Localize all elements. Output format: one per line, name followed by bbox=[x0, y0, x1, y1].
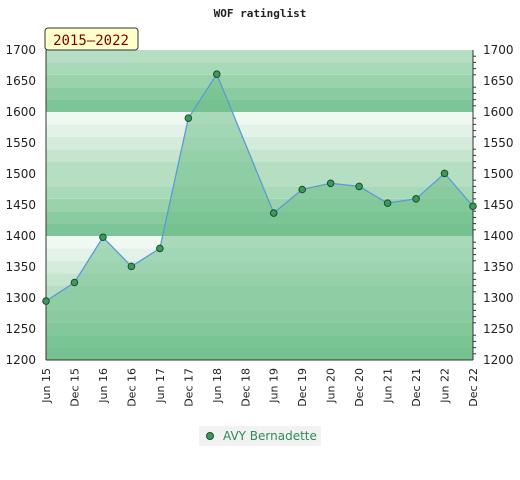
x-tick-label: Dec 18 bbox=[239, 368, 252, 407]
y-axis-left: 1200 1250 1300 1350 1400 1450 1500 1550 1600 1650… bbox=[5, 43, 36, 367]
series-area-fill bbox=[46, 74, 473, 361]
y-tick-label-right: 1400 bbox=[483, 229, 514, 243]
x-tick-label: Dec 16 bbox=[125, 368, 138, 407]
x-tick-label: Dec 22 bbox=[467, 368, 480, 407]
data-point bbox=[70, 278, 79, 287]
x-tick-label: Jun 16 bbox=[97, 368, 110, 404]
data-point bbox=[383, 199, 392, 207]
y-tick-label-left: 1250 bbox=[5, 322, 36, 336]
background-band bbox=[46, 87, 473, 100]
x-tick-label: Dec 17 bbox=[182, 368, 195, 407]
y-tick-label-left: 1600 bbox=[5, 105, 36, 119]
y-tick-label-right: 1250 bbox=[483, 322, 514, 336]
y-tick-label-left: 1200 bbox=[5, 353, 36, 367]
data-point bbox=[326, 179, 335, 188]
legend-label: AVY Bernadette bbox=[223, 429, 317, 443]
y-tick-label-left: 1400 bbox=[5, 229, 36, 243]
data-point bbox=[184, 114, 193, 122]
background-band bbox=[46, 112, 473, 125]
data-point bbox=[355, 182, 363, 191]
data-point bbox=[412, 195, 420, 203]
data-point bbox=[127, 262, 136, 271]
x-tick-label: Dec 19 bbox=[296, 368, 309, 407]
x-tick-label: Dec 20 bbox=[353, 368, 366, 407]
data-point bbox=[99, 233, 107, 242]
series-markers bbox=[42, 70, 477, 305]
period-badge-text: 2015–2022 bbox=[53, 33, 129, 49]
x-tick-label: Jun 18 bbox=[211, 368, 224, 404]
legend-marker bbox=[206, 432, 214, 440]
x-tick-label: Jun 15 bbox=[40, 368, 53, 404]
y-tick-label-right: 1200 bbox=[483, 353, 514, 367]
data-point bbox=[469, 202, 477, 211]
y-tick-label-left: 1500 bbox=[5, 167, 36, 181]
x-tick-label: Jun 22 bbox=[439, 368, 452, 404]
x-tick-label: Jun 17 bbox=[154, 368, 167, 404]
data-point bbox=[42, 297, 50, 305]
y-tick-label-left: 1300 bbox=[5, 291, 36, 305]
background-band bbox=[46, 149, 473, 162]
data-point bbox=[213, 70, 221, 78]
data-point bbox=[156, 244, 164, 253]
y-tick-label-right: 1300 bbox=[483, 291, 514, 305]
background-band bbox=[46, 50, 473, 63]
y-tick-label-right: 1550 bbox=[483, 136, 514, 150]
x-tick-label: Dec 15 bbox=[68, 368, 81, 407]
y-tick-label-right: 1500 bbox=[483, 167, 514, 181]
background-band bbox=[46, 124, 473, 137]
x-tick-label: Jun 20 bbox=[325, 368, 338, 404]
x-tick-label: Jun 19 bbox=[268, 368, 281, 404]
y-axis-right: 1200 1250 1300 1350 1400 1450 1500 1550 1600 1650… bbox=[483, 43, 514, 367]
x-tick-label: Dec 21 bbox=[410, 368, 423, 407]
period-badge: 2015–2022 bbox=[44, 27, 139, 51]
legend: AVY Bernadette bbox=[199, 426, 321, 446]
y-tick-label-left: 1700 bbox=[5, 43, 36, 57]
x-tick-label: Jun 21 bbox=[382, 368, 395, 404]
data-point bbox=[269, 209, 278, 217]
y-tick-label-right: 1700 bbox=[483, 43, 514, 57]
y-tick-label-right: 1450 bbox=[483, 198, 514, 212]
y-tick-label-left: 1650 bbox=[5, 74, 36, 88]
data-point bbox=[440, 169, 449, 178]
y-tick-label-left: 1550 bbox=[5, 136, 36, 150]
chart-title: WOF ratinglist bbox=[214, 7, 307, 20]
y-tick-label-right: 1650 bbox=[483, 74, 514, 88]
axes bbox=[45, 50, 476, 361]
y-tick-label-right: 1600 bbox=[483, 105, 514, 119]
background-band bbox=[46, 74, 473, 88]
x-axis: Jun 15 Dec 15 Jun 16 Dec 16 Jun 17 Dec 17 Jun … bbox=[40, 368, 480, 407]
background-band bbox=[46, 62, 473, 75]
y-tick-label-left: 1350 bbox=[5, 260, 36, 274]
data-point bbox=[298, 185, 307, 194]
y-tick-label-right: 1350 bbox=[483, 260, 514, 274]
background-band bbox=[46, 161, 473, 174]
y-tick-label-left: 1450 bbox=[5, 198, 36, 212]
background-band bbox=[46, 99, 473, 112]
background-band bbox=[46, 136, 473, 150]
